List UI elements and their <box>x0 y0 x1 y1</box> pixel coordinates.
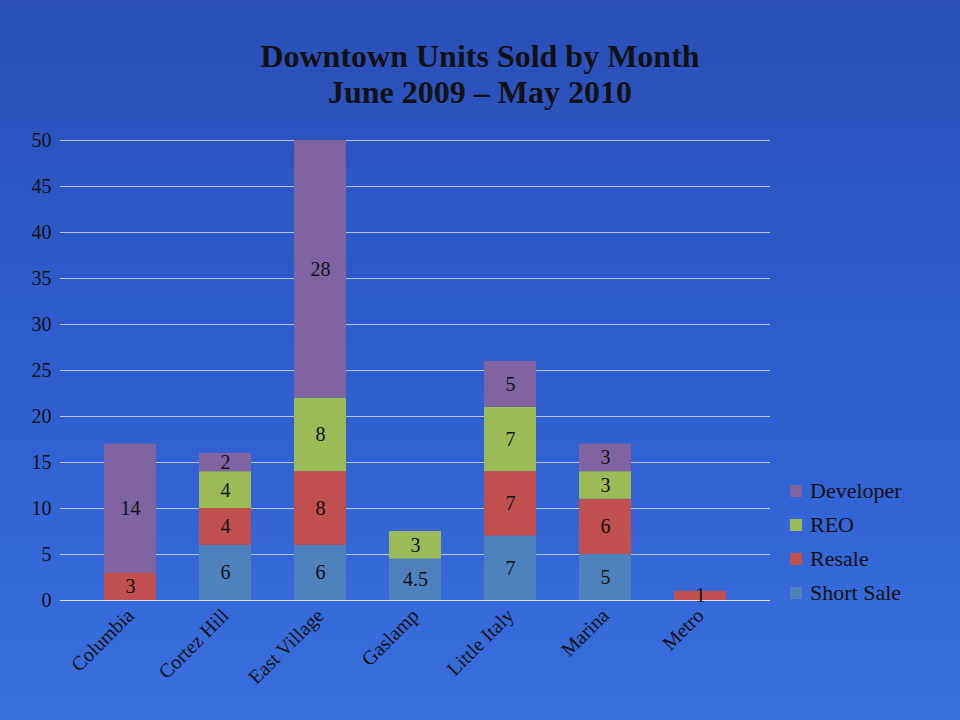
svg-text:8: 8 <box>316 423 326 445</box>
html-text:REO: REO <box>810 512 854 537</box>
svg-text:15: 15 <box>32 451 52 473</box>
svg-text:2: 2 <box>221 451 231 473</box>
svg-text:3: 3 <box>601 474 611 496</box>
svg-text:8: 8 <box>316 497 326 519</box>
html-text:Short Sale: Short Sale <box>810 580 902 605</box>
svg-text:Gaslamp: Gaslamp <box>357 604 424 671</box>
svg-text:6: 6 <box>601 515 611 537</box>
svg-text:50: 50 <box>32 129 52 151</box>
svg-text:Metro: Metro <box>658 604 708 654</box>
svg-text:7: 7 <box>506 492 516 514</box>
html-text:Developer: Developer <box>810 478 902 503</box>
html-text:June 2009 – May 2010: June 2009 – May 2010 <box>328 74 632 110</box>
svg-text:30: 30 <box>32 313 52 335</box>
svg-text:5: 5 <box>601 566 611 588</box>
svg-text:7: 7 <box>506 557 516 579</box>
svg-text:4: 4 <box>221 479 231 501</box>
svg-text:14: 14 <box>121 497 141 519</box>
svg-text:5: 5 <box>506 373 516 395</box>
svg-text:28: 28 <box>311 258 331 280</box>
svg-text:6: 6 <box>221 561 231 583</box>
svg-text:1: 1 <box>696 584 706 606</box>
svg-text:6: 6 <box>316 561 326 583</box>
svg-text:Marina: Marina <box>556 604 612 660</box>
svg-text:5: 5 <box>42 543 52 565</box>
html-text:Downtown Units Sold by Month: Downtown Units Sold by Month <box>260 38 700 74</box>
svg-text:3: 3 <box>601 446 611 468</box>
html-text:Resale: Resale <box>810 546 869 571</box>
svg-text:10: 10 <box>32 497 52 519</box>
svg-text:4: 4 <box>221 515 231 537</box>
svg-text:25: 25 <box>32 359 52 381</box>
svg-text:3: 3 <box>126 575 136 597</box>
svg-text:35: 35 <box>32 267 52 289</box>
svg-text:4.5: 4.5 <box>403 568 428 590</box>
svg-text:East Village: East Village <box>244 604 329 689</box>
svg-text:7: 7 <box>506 428 516 450</box>
svg-text:Columbia: Columbia <box>67 604 138 675</box>
svg-text:20: 20 <box>32 405 52 427</box>
svg-text:0: 0 <box>42 589 52 611</box>
svg-text:3: 3 <box>411 534 421 556</box>
svg-text:40: 40 <box>32 221 52 243</box>
svg-text:45: 45 <box>32 175 52 197</box>
svg-text:Little Italy: Little Italy <box>442 604 518 680</box>
svg-text:Cortez Hill: Cortez Hill <box>154 604 233 683</box>
